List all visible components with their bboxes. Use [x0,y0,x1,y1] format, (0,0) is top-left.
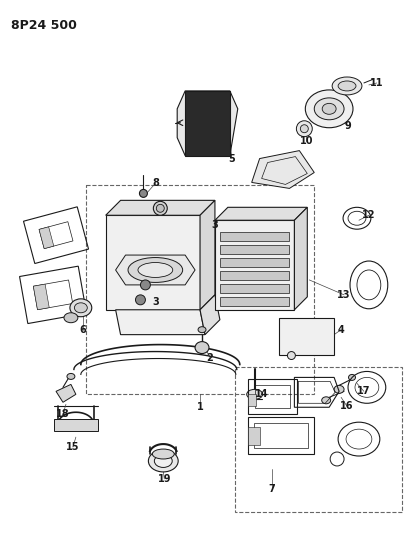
Polygon shape [115,310,205,335]
Text: 11: 11 [370,78,383,88]
Ellipse shape [67,374,75,379]
Polygon shape [177,91,238,156]
Polygon shape [294,207,307,310]
Text: 19: 19 [157,474,171,484]
Bar [248,427,260,445]
Text: 6: 6 [79,325,86,335]
Polygon shape [220,271,289,280]
Ellipse shape [141,280,150,290]
Polygon shape [220,245,289,254]
Polygon shape [106,200,215,215]
Ellipse shape [322,397,330,404]
Bar [54,419,98,431]
Text: 12: 12 [362,210,376,220]
Ellipse shape [334,385,344,393]
Ellipse shape [136,295,145,305]
Ellipse shape [349,375,356,381]
Bar [235,367,402,512]
Ellipse shape [128,257,182,282]
Ellipse shape [300,125,308,133]
Text: 4: 4 [338,325,344,335]
Ellipse shape [70,299,92,317]
Ellipse shape [139,189,148,197]
Text: 1: 1 [196,402,203,412]
Text: 18: 18 [56,409,70,419]
Text: 13: 13 [337,290,351,300]
Ellipse shape [64,313,78,322]
Ellipse shape [247,389,263,399]
Polygon shape [56,384,76,402]
Polygon shape [220,297,289,306]
Ellipse shape [148,450,178,472]
Text: 5: 5 [229,154,235,164]
Text: 3: 3 [212,220,218,230]
Ellipse shape [195,342,209,353]
Ellipse shape [138,263,173,278]
Bar [248,394,256,406]
Text: 2: 2 [207,352,213,362]
Text: 9: 9 [345,121,351,131]
Polygon shape [115,255,195,285]
Polygon shape [220,258,289,267]
Ellipse shape [198,327,206,333]
Polygon shape [215,220,294,310]
Ellipse shape [305,90,353,128]
Text: 8: 8 [152,179,159,189]
Polygon shape [200,295,220,335]
Ellipse shape [153,201,167,215]
Polygon shape [200,200,215,310]
Ellipse shape [322,103,336,114]
Text: 10: 10 [300,136,313,146]
Text: 7: 7 [268,484,275,494]
Polygon shape [106,215,200,310]
Text: 3: 3 [152,297,159,307]
Ellipse shape [332,77,362,95]
Ellipse shape [152,449,174,459]
Bar [86,185,314,394]
Polygon shape [39,227,54,248]
Ellipse shape [338,81,356,91]
Polygon shape [220,232,289,241]
Ellipse shape [156,204,164,212]
Text: 15: 15 [66,442,80,452]
Ellipse shape [314,98,344,120]
Ellipse shape [287,352,296,360]
Ellipse shape [296,121,312,136]
Ellipse shape [74,303,87,313]
Polygon shape [220,284,289,293]
Text: 16: 16 [340,401,354,411]
Polygon shape [252,151,314,188]
Polygon shape [215,207,307,220]
Polygon shape [279,318,334,354]
Text: 8P24 500: 8P24 500 [12,19,77,33]
Text: 14: 14 [255,389,268,399]
Polygon shape [185,91,230,156]
Ellipse shape [155,455,172,467]
Text: 17: 17 [357,386,371,397]
Polygon shape [33,284,49,310]
